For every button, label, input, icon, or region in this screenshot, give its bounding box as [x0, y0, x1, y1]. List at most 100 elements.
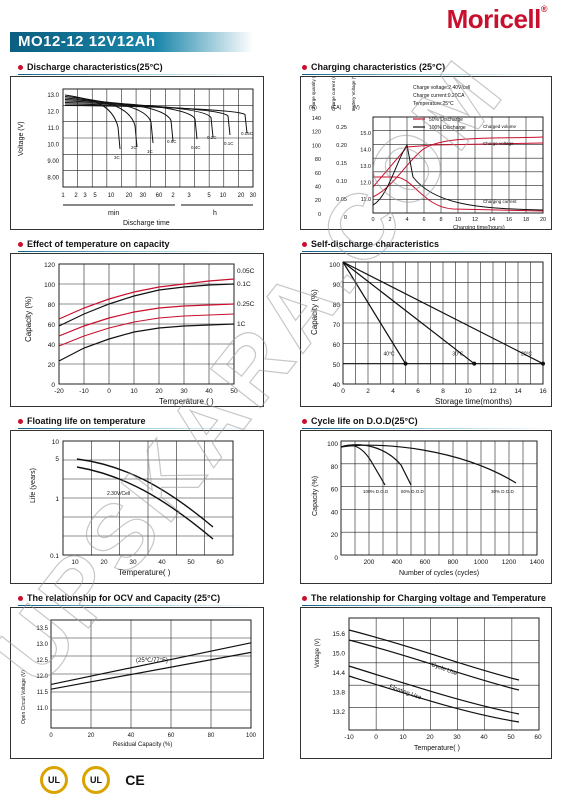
- y-axis-label: Voltage (V): [18, 121, 25, 156]
- y-tick-label: 13.5: [36, 626, 48, 632]
- floating-life-panel: 10 5 1 0.1 10 20 30 40 50 60 Life (years) Temperatu…: [10, 430, 264, 584]
- x-tick-label: 20: [238, 193, 245, 199]
- x-tick-label: 20: [426, 734, 434, 741]
- series-line: [50, 642, 252, 685]
- axis-unit: (V): [353, 105, 360, 111]
- x-tick-label: 20: [88, 733, 95, 739]
- y-tick-label: 120: [44, 262, 55, 269]
- y-tick-label: 50: [333, 362, 341, 369]
- x-tick-label: 50: [230, 388, 238, 395]
- x-axis-label: Temperature( ): [118, 568, 171, 577]
- x-tick-label: 20: [155, 388, 163, 395]
- x-tick-label: 0: [371, 217, 374, 223]
- x-tick-label: 20: [540, 217, 546, 223]
- charge-voltage-curve: [372, 142, 544, 188]
- charge-voltage-temp-chart: 15.6 15.0 14.4 13.8 13.2 -10 0 10 20 30 40 50 60 Volt…: [315, 617, 542, 752]
- series-line: [76, 466, 214, 540]
- section-discharge: Discharge characteristics(25°C): [18, 62, 268, 75]
- y-tick-label: 13.8: [332, 690, 345, 697]
- axis-unit: (CA): [331, 105, 342, 111]
- x-tick-label: 30: [250, 193, 257, 199]
- x-axis-label: Temperature( ): [414, 745, 460, 752]
- x-tick-label: 0: [49, 733, 53, 739]
- series-line: [58, 323, 235, 362]
- series-label: 0.25C: [237, 301, 255, 308]
- curve-label: 1C: [147, 149, 154, 154]
- brand-logo: Moricell®: [446, 4, 548, 34]
- v-tick-label: 14.0: [360, 148, 371, 154]
- temp-capacity-panel: 120 100 80 60 40 20 0 -20 -10 0 10 20 30 40 50 Capacity…: [10, 253, 264, 407]
- y-tick-label: 60: [48, 322, 56, 329]
- x-tick-label: 1000: [474, 559, 489, 566]
- x-tick-label: 30: [129, 559, 137, 566]
- curve-label: Charge voltage: [483, 141, 514, 146]
- y-tick-label: 40: [48, 342, 56, 349]
- x-tick-label: 12: [472, 217, 478, 223]
- x-tick-label: 4: [391, 388, 395, 395]
- x-tick-label: 400: [392, 559, 403, 566]
- series-line: [342, 261, 475, 365]
- left-tick-label: 20: [315, 198, 321, 204]
- y-tick-label: 15.6: [332, 631, 345, 638]
- x-tick-label: 14: [489, 217, 495, 223]
- y-tick-label: 40: [333, 382, 341, 389]
- x-tick-label: -10: [79, 388, 89, 395]
- discharge-curve: [64, 105, 248, 134]
- charge-note: Temperature:25°C: [413, 101, 454, 107]
- axis-head: Battery Voltage (V): [351, 77, 356, 111]
- discharge-100-curve: [372, 143, 544, 211]
- y-tick-label: 12.0: [47, 110, 59, 116]
- curve-label: 0.6C: [167, 139, 177, 144]
- y-tick-label: 10.0: [47, 143, 59, 149]
- series-label: 1C: [237, 321, 246, 328]
- left-tick-label: 80: [315, 157, 321, 163]
- charging-chart: Charge quantity (%) Charge current (CA) Ba…: [309, 70, 546, 231]
- series-line: [348, 629, 520, 681]
- charged-volume-curve: [372, 136, 544, 198]
- y-axis-label: Voltage (V): [315, 638, 321, 668]
- series-label: 20°C: [521, 352, 533, 358]
- series-line: [342, 261, 544, 365]
- y-tick-label: 60: [333, 342, 341, 349]
- x-tick-label: 0: [107, 388, 111, 395]
- x-tick-label: 50: [507, 734, 515, 741]
- x-tick-label: 6: [422, 217, 425, 223]
- x-tick-label: 5: [93, 193, 97, 199]
- x-tick-label: 100: [246, 733, 257, 739]
- x-tick-label: 5: [207, 193, 211, 199]
- x-tick-label: 200: [364, 559, 375, 566]
- x-tick-label: 16: [506, 217, 512, 223]
- x-tick-label: 10: [455, 217, 461, 223]
- self-discharge-chart: 100 90 80 70 60 50 400 2 4 6 8 10 12 14 16 Capacity (%)…: [310, 261, 547, 406]
- floating-life-chart: 10 5 1 0.1 10 20 30 40 50 60 Life (years) Temperatu…: [30, 439, 234, 577]
- series-line: [340, 444, 412, 486]
- ocv-chart: 13.5 13.0 12.5 12.0 11.5 11.0 0 20 40 60 80 100 Open…: [21, 619, 257, 748]
- x-tick-label: 0: [374, 734, 378, 741]
- x-tick-label: 10: [108, 193, 115, 199]
- x-tick-label: 18: [523, 217, 529, 223]
- v-tick-label: 15.0: [360, 131, 371, 137]
- charge-note: Charge current:0.20CA: [413, 93, 465, 99]
- ocv-panel: 13.5 13.0 12.5 12.0 11.5 11.0 0 20 40 60 80 100 Open…: [10, 607, 264, 759]
- x-tick-label: 30: [453, 734, 461, 741]
- series-line: [58, 278, 235, 320]
- x-tick-label: 40: [158, 559, 166, 566]
- y-axis-label: Capacity (%): [312, 476, 319, 516]
- series-line: [348, 675, 520, 723]
- x-tick-label: -20: [54, 388, 64, 395]
- ca-tick-label: 0: [344, 215, 347, 221]
- ca-tick-label: 0.05: [336, 197, 347, 203]
- x-tick-label: 800: [448, 559, 459, 566]
- ca-tick-label: 0.20: [336, 143, 347, 149]
- self-discharge-panel: 100 90 80 70 60 50 40 0 2 4 6 8 10 12 14 16 Capacity (%)…: [300, 253, 552, 407]
- x-tick-label: 2: [171, 193, 175, 199]
- product-title: MO12-12 12V12Ah: [10, 32, 253, 52]
- x-tick-label: 10: [399, 734, 407, 741]
- discharge-curve: [64, 103, 231, 136]
- v-tick-label: 12.0: [360, 181, 371, 187]
- curve-label: 30% D.O.D: [491, 489, 515, 494]
- ca-tick-label: 0.10: [336, 179, 347, 185]
- y-axis-label: Capacity (%): [310, 289, 319, 335]
- axis-head: Charge quantity (%): [311, 77, 316, 111]
